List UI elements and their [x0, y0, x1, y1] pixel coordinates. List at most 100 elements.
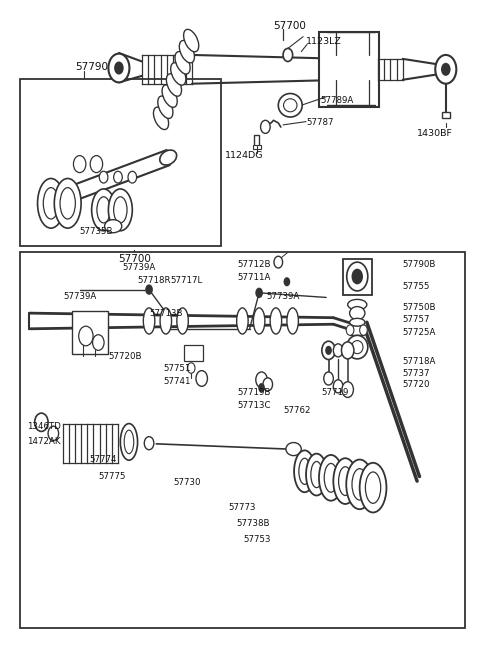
Text: 57739A: 57739A [266, 291, 300, 301]
Text: 57718R: 57718R [137, 276, 170, 285]
Circle shape [108, 54, 130, 83]
Ellipse shape [360, 325, 367, 335]
Circle shape [187, 363, 195, 373]
Circle shape [435, 55, 456, 84]
Ellipse shape [175, 52, 190, 74]
Ellipse shape [154, 107, 168, 130]
Ellipse shape [299, 458, 311, 484]
Text: 1430BF: 1430BF [417, 129, 453, 138]
Ellipse shape [144, 308, 155, 334]
Ellipse shape [167, 74, 181, 96]
Circle shape [128, 172, 137, 183]
Text: 57757: 57757 [403, 315, 430, 324]
Ellipse shape [351, 269, 363, 284]
Circle shape [324, 372, 333, 385]
Circle shape [145, 284, 153, 295]
Text: 57790: 57790 [75, 62, 108, 72]
Bar [253, 145, 261, 149]
Ellipse shape [37, 178, 64, 228]
Circle shape [93, 335, 104, 350]
Ellipse shape [338, 467, 352, 495]
Ellipse shape [360, 463, 386, 512]
Text: 57790B: 57790B [403, 259, 436, 269]
Ellipse shape [160, 308, 171, 334]
Ellipse shape [347, 335, 368, 359]
Ellipse shape [92, 189, 116, 231]
Circle shape [255, 288, 263, 298]
Ellipse shape [108, 189, 132, 231]
Ellipse shape [158, 96, 173, 119]
Circle shape [341, 342, 354, 359]
Ellipse shape [60, 187, 75, 219]
Ellipse shape [347, 262, 368, 291]
Ellipse shape [365, 472, 381, 503]
Ellipse shape [284, 99, 297, 112]
Text: 57775: 57775 [99, 472, 126, 481]
Ellipse shape [333, 458, 357, 504]
Circle shape [90, 156, 103, 173]
Ellipse shape [38, 196, 55, 211]
Ellipse shape [311, 462, 323, 487]
Ellipse shape [351, 341, 363, 354]
Circle shape [333, 380, 343, 393]
Circle shape [79, 326, 93, 346]
Circle shape [284, 277, 290, 286]
Ellipse shape [177, 308, 188, 334]
Text: 57789A: 57789A [321, 96, 354, 105]
Text: 57730: 57730 [173, 478, 201, 487]
Bar [20, 79, 221, 246]
Circle shape [35, 413, 48, 432]
Ellipse shape [114, 196, 127, 223]
Text: 57739A: 57739A [123, 263, 156, 272]
Ellipse shape [352, 469, 367, 500]
Text: 57755: 57755 [403, 282, 430, 291]
Bar [442, 112, 450, 119]
Ellipse shape [324, 464, 337, 492]
Ellipse shape [54, 178, 81, 228]
Bar [343, 259, 372, 295]
Text: 57774: 57774 [89, 455, 117, 464]
Ellipse shape [294, 451, 315, 492]
Text: 57713B: 57713B [149, 309, 182, 318]
Circle shape [73, 156, 86, 173]
Ellipse shape [278, 94, 302, 117]
Text: 1472AK: 1472AK [27, 438, 60, 446]
Ellipse shape [97, 196, 110, 223]
Ellipse shape [253, 308, 265, 334]
Ellipse shape [124, 430, 134, 454]
Text: 57735B: 57735B [80, 227, 113, 236]
Circle shape [261, 121, 270, 134]
Ellipse shape [120, 424, 138, 460]
Ellipse shape [346, 325, 354, 335]
Ellipse shape [162, 85, 177, 107]
Bar [254, 135, 259, 147]
Circle shape [263, 378, 273, 391]
Text: 57712B: 57712B [238, 259, 271, 269]
Text: 57725A: 57725A [403, 328, 436, 337]
Text: 57700: 57700 [118, 254, 151, 264]
Circle shape [48, 426, 59, 441]
Circle shape [196, 371, 207, 386]
Ellipse shape [43, 187, 59, 219]
Bar [350, 325, 364, 335]
Ellipse shape [348, 299, 367, 310]
Ellipse shape [160, 150, 177, 165]
Circle shape [333, 344, 343, 357]
Ellipse shape [270, 308, 282, 334]
Circle shape [342, 382, 353, 398]
Ellipse shape [349, 307, 365, 320]
Ellipse shape [287, 308, 299, 334]
Circle shape [258, 383, 265, 392]
Text: 57750B: 57750B [403, 303, 436, 312]
Text: 57741: 57741 [163, 377, 191, 386]
Text: 57717L: 57717L [170, 276, 203, 285]
Circle shape [99, 172, 108, 183]
Text: 57719: 57719 [322, 388, 349, 398]
Text: 1123LZ: 1123LZ [306, 37, 342, 47]
Text: 57762: 57762 [283, 406, 311, 415]
Text: 57713C: 57713C [238, 402, 271, 411]
Text: 57773: 57773 [228, 503, 255, 512]
Text: 57753: 57753 [244, 535, 271, 544]
Circle shape [325, 346, 332, 355]
Ellipse shape [237, 308, 248, 334]
